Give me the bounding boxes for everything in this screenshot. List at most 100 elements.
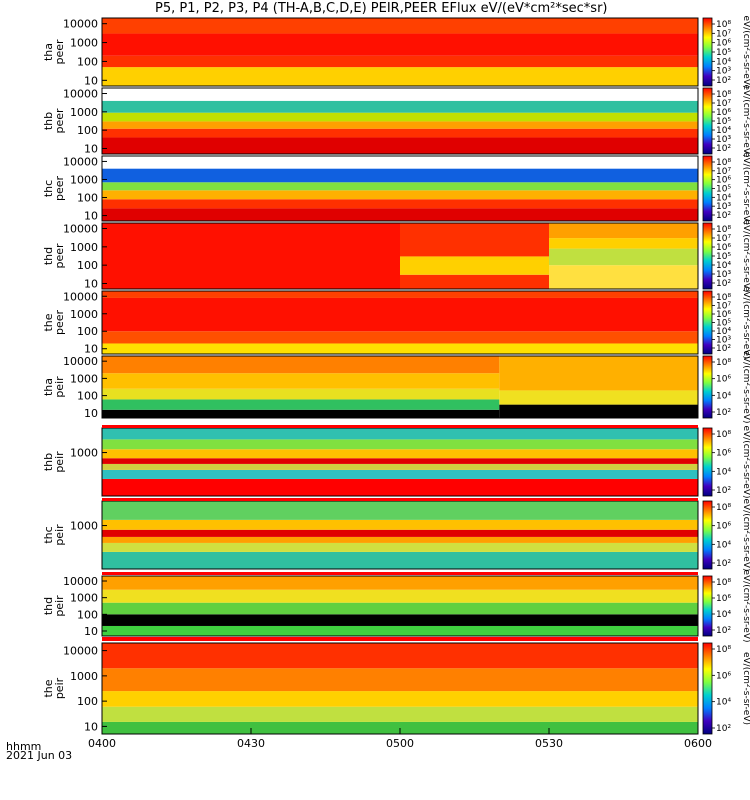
y-tick-label: 1000	[70, 520, 98, 533]
y-tick-label: 100	[77, 192, 98, 205]
spectrogram-band-thc-peir	[102, 529, 698, 537]
colorbar-tick-label: 10³	[716, 336, 731, 346]
colorbar-tick-label: 10⁷	[716, 302, 731, 312]
colorbar	[702, 87, 713, 155]
spectrogram-band-the-peer	[102, 291, 698, 298]
spectrogram-band-thd-peer	[549, 265, 698, 289]
colorbar-tick-label: 10⁴	[716, 540, 731, 550]
panel-frame	[101, 355, 699, 419]
panel-species-label: peer	[53, 176, 66, 202]
spectrogram-band-tha-peir	[102, 373, 500, 389]
colorbar	[702, 427, 713, 497]
colorbar-tick-label: 10⁵	[716, 48, 731, 58]
spectrogram-band-the-peer	[102, 343, 698, 354]
colorbar-tick-label: 10⁶	[716, 375, 731, 385]
spectrogram-band-thd-peir	[102, 576, 698, 590]
spectrogram-band-thc-peir	[102, 501, 698, 520]
y-tick-label: 10000	[63, 355, 98, 368]
colorbar-tick-label: 10³	[716, 67, 731, 77]
y-tick-label: 10000	[63, 223, 98, 236]
spectrogram-band-tha-peir	[499, 356, 698, 391]
colorbar-tick-label: 10⁴	[716, 391, 731, 401]
colorbar-tick-label: 10⁴	[716, 610, 731, 620]
spectrogram-band-thd-peer	[400, 223, 549, 257]
date-label: 2021 Jun 03	[6, 749, 73, 762]
y-tick-label: 10000	[63, 290, 98, 303]
colorbar-tick-label: 10⁶	[716, 243, 731, 253]
panel-species-label: peer	[53, 39, 66, 65]
y-tick-label: 1000	[70, 592, 98, 605]
colorbar	[702, 222, 713, 290]
spectrogram-band-tha-peir	[499, 404, 698, 418]
colorbar-label: eV/(cm²-s-sr-eV)	[741, 286, 750, 359]
spectrogram-band-tha-peir	[102, 399, 500, 410]
colorbar-tick-label: 10⁷	[716, 234, 731, 244]
colorbar-tick-label: 10⁸	[716, 293, 731, 303]
y-tick-label: 10000	[63, 18, 98, 31]
colorbar-tick-label: 10⁶	[716, 449, 731, 459]
spectrogram-band-thc-peer	[102, 182, 698, 191]
colorbar-tick-label: 10⁵	[716, 319, 731, 329]
y-tick-label: 100	[77, 325, 98, 338]
spectrogram-band-tha-peir	[102, 356, 500, 374]
panel-species-label: peir	[53, 524, 66, 546]
x-tick-label: 0600	[684, 737, 712, 750]
colorbar-tick-label: 10⁶	[716, 522, 731, 532]
spectrogram-band-tha-peir	[499, 390, 698, 405]
colorbar-tick-label: 10⁶	[716, 310, 731, 320]
colorbar-tick-label: 10⁴	[716, 327, 731, 337]
colorbar-tick-label: 10²	[716, 211, 731, 221]
spectrogram-band-thb-peer	[102, 128, 698, 138]
y-tick-label: 1000	[70, 173, 98, 186]
panel-probe-label: tha	[42, 378, 55, 396]
colorbar-label: eV/(cm²-s-sr-eV)	[741, 84, 750, 157]
panel-frame	[101, 575, 699, 637]
colorbar-tick-label: 10²	[716, 344, 731, 354]
spectrogram-band-tha-peir	[102, 409, 500, 418]
y-tick-label: 1000	[70, 447, 98, 460]
spectrogram-band-thc-peer	[102, 168, 698, 183]
y-tick-label: 10000	[63, 575, 98, 588]
spectrogram-band-thb-peer	[102, 112, 698, 122]
colorbar-tick-label: 10³	[716, 135, 731, 145]
colorbar-tick-label: 10⁵	[716, 252, 731, 262]
colorbar	[702, 290, 713, 355]
y-tick-label: 1000	[70, 37, 98, 50]
panel-species-label: peer	[53, 108, 66, 134]
colorbar-tick-label: 10⁴	[716, 467, 731, 477]
separator-band	[102, 425, 698, 428]
x-tick-label: 0500	[386, 737, 414, 750]
spectrogram-band-thc-peir	[102, 519, 698, 530]
colorbar-tick-label: 10⁴	[716, 193, 731, 203]
spectrogram-band-thd-peir	[102, 625, 698, 636]
x-tick-label: 0430	[237, 737, 265, 750]
colorbar-label: eV/(cm²-s-sr-eV)	[741, 569, 750, 642]
colorbar-tick-label: 10⁸	[716, 503, 731, 513]
spectrogram-band-thc-peer	[102, 199, 698, 209]
colorbar-tick-label: 10⁴	[716, 261, 731, 271]
spectrogram-band-tha-peir	[102, 388, 500, 400]
spectrogram-band-thd-peer	[400, 256, 549, 275]
colorbar-tick-label: 10⁶	[716, 594, 731, 604]
colorbar	[702, 17, 713, 87]
colorbar-tick-label: 10⁴	[716, 698, 731, 708]
spectrogram-band-the-peir	[102, 668, 698, 692]
spectrogram-band-tha-peer	[102, 67, 698, 86]
spectrogram-band-thb-peer	[102, 137, 698, 154]
colorbar-tick-label: 10⁸	[716, 430, 731, 440]
panel-species-label: peir	[53, 677, 66, 699]
y-tick-label: 100	[77, 608, 98, 621]
y-tick-label: 10	[84, 625, 98, 638]
spectrogram-band-thc-peir	[102, 551, 698, 569]
panel-species-label: peir	[53, 451, 66, 473]
y-tick-label: 1000	[70, 106, 98, 119]
colorbar-tick-label: 10⁵	[716, 117, 731, 127]
spectrogram-band-thb-peir	[102, 439, 698, 450]
colorbar-label: eV/(cm²-s-sr-eV)	[741, 15, 750, 88]
panel-probe-label: thb	[42, 453, 55, 471]
spectrogram-band-the-peer	[102, 297, 698, 332]
spectrogram-band-the-peer	[102, 331, 698, 344]
colorbar-tick-label: 10⁶	[716, 108, 731, 118]
colorbar-tick-label: 10²	[716, 279, 731, 289]
